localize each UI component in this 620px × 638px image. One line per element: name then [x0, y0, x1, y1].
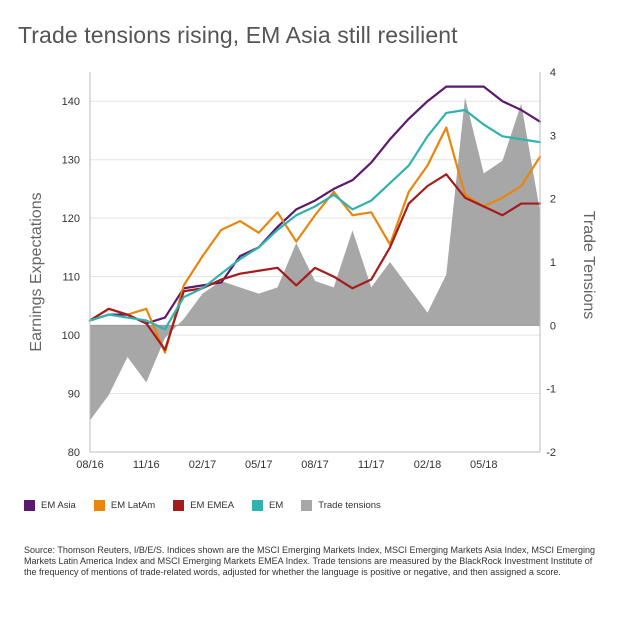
- x-tick-label: 02/18: [414, 459, 442, 471]
- y-axis-label-left: Earnings Expectations: [28, 192, 45, 351]
- source-note: Source: Thomson Reuters, I/B/E/S. Indice…: [24, 545, 596, 577]
- x-tick-label: 08/16: [76, 459, 104, 471]
- legend-swatch-em: [252, 500, 264, 511]
- x-tick-labels: 08/16 11/16 02/17 05/17 08/17 11/17 02/18 05/18: [76, 459, 497, 471]
- series-line-em-latam: [88, 126, 542, 354]
- legend-item-trade-tensions: Trade tensions: [301, 500, 381, 511]
- y-tick-label-right: 0: [550, 320, 556, 332]
- chart-canvas: 80 90 100 110 120 130 140 -2 -1 0 1 2 3 4 08/16 11/16…: [28, 67, 597, 471]
- legend: EM Asia EM LatAm EM EMEA EM Trade tensio…: [24, 500, 381, 511]
- series-line-em: [88, 108, 542, 331]
- left-y-tick-labels: 80 90 100 110 120 130 140: [62, 96, 80, 459]
- y-tick-label-left: 100: [62, 330, 80, 342]
- legend-swatch-em-latam: [93, 500, 105, 511]
- y-tick-label-left: 130: [62, 155, 80, 167]
- trade-tensions-area: [90, 97, 540, 421]
- x-tick-label: 05/17: [245, 459, 273, 471]
- y-tick-label-left: 90: [68, 389, 80, 401]
- x-tick-label: 11/17: [358, 459, 385, 471]
- y-tick-label-right: 1: [550, 257, 556, 269]
- axes: [89, 72, 541, 453]
- legend-label: EM LatAm: [110, 500, 156, 511]
- x-tick-label: 05/18: [470, 459, 498, 471]
- legend-label: Trade tensions: [318, 500, 381, 511]
- legend-swatch-em-emea: [173, 500, 185, 511]
- y-tick-label-right: 3: [550, 130, 556, 142]
- chart-title: Trade tensions rising, EM Asia still res…: [18, 22, 458, 48]
- legend-item-em-asia: EM Asia: [24, 500, 76, 511]
- series-line-em-emea: [88, 173, 542, 351]
- series-area-trade-tensions: [90, 97, 540, 421]
- legend-label: EM EMEA: [190, 500, 235, 511]
- series-line-em-asia: [88, 85, 542, 325]
- legend-label: EM Asia: [41, 500, 76, 511]
- y-axis-label-right: Trade Tensions: [580, 211, 597, 320]
- right-y-tick-labels: -2 -1 0 1 2 3 4: [546, 67, 556, 459]
- y-tick-label-right: -1: [546, 384, 556, 396]
- y-tick-label-left: 140: [62, 96, 80, 108]
- legend-label: EM: [269, 500, 284, 511]
- legend-item-em-latam: EM LatAm: [93, 500, 156, 511]
- y-tick-label-left: 80: [68, 447, 80, 459]
- x-tick-label: 11/16: [133, 459, 160, 471]
- y-tick-label-right: 4: [550, 67, 556, 79]
- x-tick-label: 08/17: [301, 459, 329, 471]
- series-lines: [88, 85, 542, 354]
- y-tick-label-right: 2: [550, 194, 556, 206]
- legend-item-em-emea: EM EMEA: [173, 500, 234, 511]
- y-tick-label-left: 110: [62, 272, 80, 284]
- y-tick-label-left: 120: [62, 213, 80, 225]
- y-tick-label-right: -2: [546, 447, 556, 459]
- legend-item-em: EM: [252, 500, 283, 511]
- legend-swatch-trade-tensions: [301, 500, 313, 511]
- x-tick-label: 02/17: [189, 459, 217, 471]
- legend-swatch-em-asia: [24, 500, 35, 511]
